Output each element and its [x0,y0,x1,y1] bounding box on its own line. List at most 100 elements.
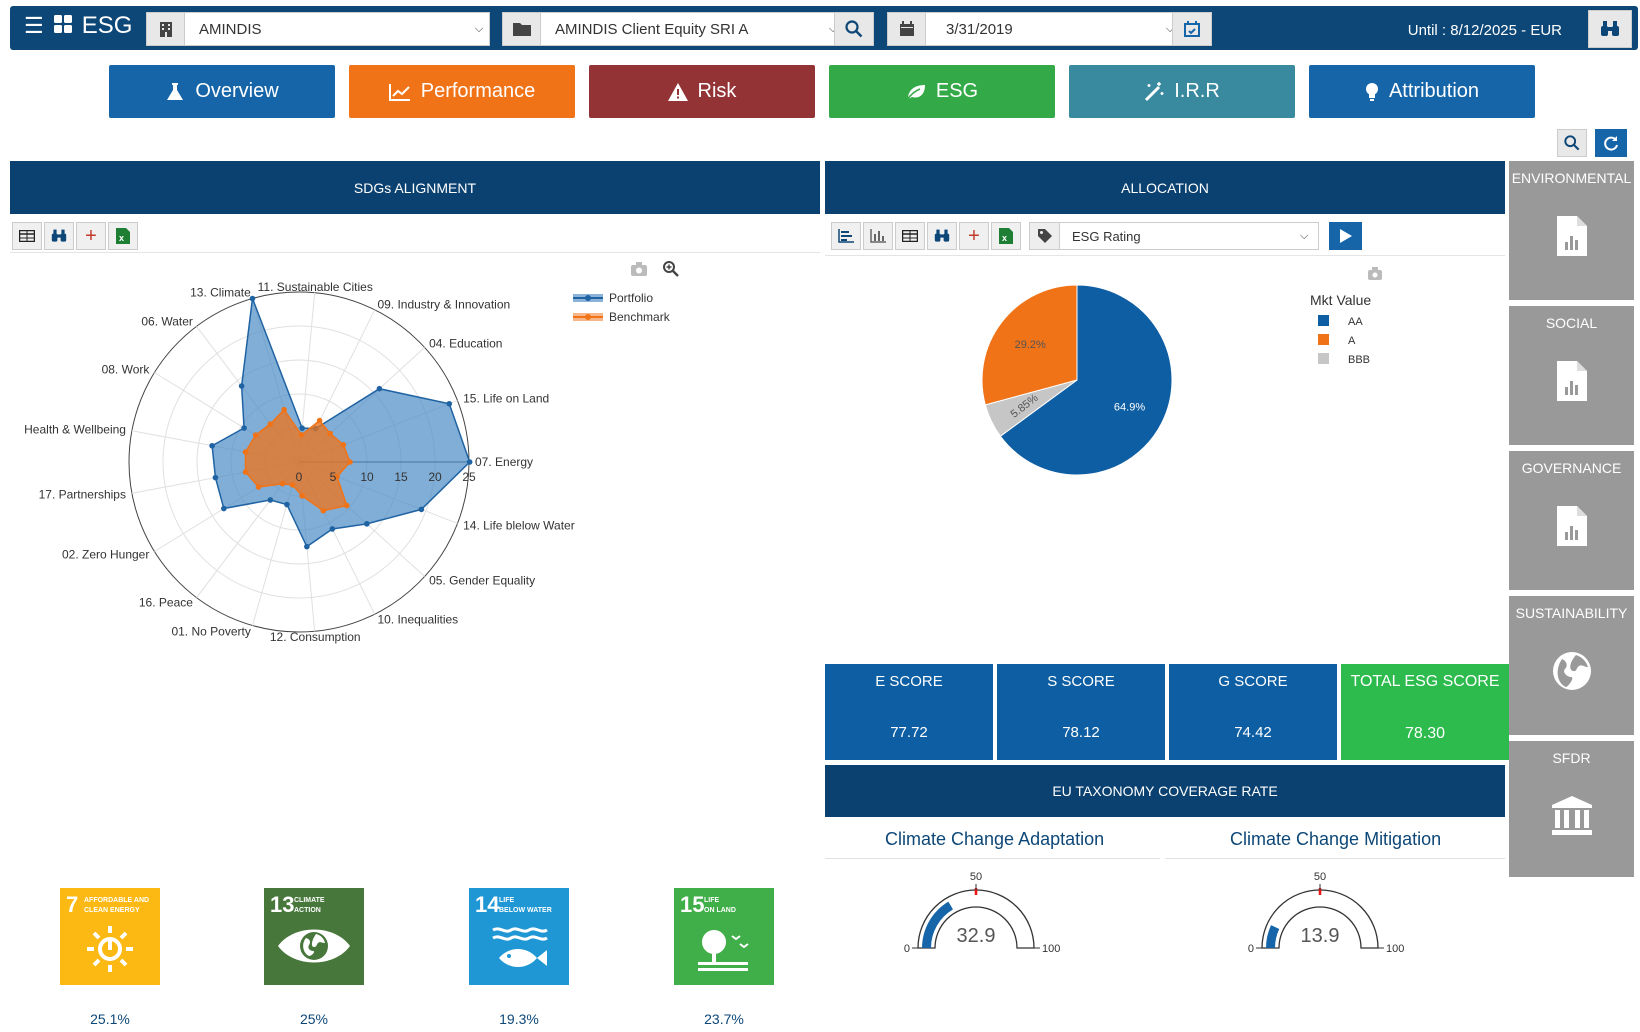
radar-point-benchmark[interactable] [281,406,287,413]
radar-point-portfolio[interactable] [267,497,274,503]
radar-point-portfolio[interactable] [212,474,219,481]
radar-point-benchmark[interactable] [267,421,274,427]
energy-sun-icon [87,926,133,972]
radar-point-benchmark[interactable] [334,473,340,480]
radar-point-portfolio[interactable] [284,501,290,508]
radar-point-portfolio[interactable] [238,383,245,389]
bar-chart-horizontal-icon [838,229,854,243]
radar-point-portfolio[interactable] [221,505,227,512]
allocation-select[interactable]: ESG Rating ⌵ [1029,222,1319,250]
radar-point-portfolio[interactable] [209,442,215,449]
radar-point-portfolio[interactable] [376,385,383,392]
nav-esg-button[interactable]: ESG [829,65,1055,118]
radar-point-portfolio[interactable] [418,506,425,513]
pie-slice-a[interactable] [981,284,1078,406]
radar-point-portfolio[interactable] [364,521,370,527]
side-tile-environmental[interactable]: ENVIRONMENTAL [1509,161,1634,300]
legend-item-portfolio[interactable]: Portfolio [573,291,653,305]
radar-point-benchmark[interactable] [298,432,305,438]
sdg-caption: LIFE BELOW WATER [499,896,552,916]
score-card[interactable]: G SCORE 74.42 [1169,664,1337,760]
radar-point-benchmark[interactable] [327,430,333,437]
radar-point-portfolio[interactable] [241,425,247,431]
apps-grid-icon[interactable] [53,12,72,40]
binoculars-button[interactable] [1588,10,1632,48]
legend-item-benchmark[interactable]: Benchmark [573,310,671,324]
nav-attribution-button[interactable]: Attribution [1309,65,1535,118]
radar-point-benchmark[interactable] [320,507,327,514]
radar-point-benchmark[interactable] [299,493,305,499]
radar-point-benchmark[interactable] [279,480,286,487]
nav-performance-button[interactable]: Performance [349,65,575,118]
radar-point-benchmark[interactable] [255,484,262,490]
sdg-tile-13[interactable]: 13 CLIMATE ACTION [264,888,364,985]
score-label: TOTAL ESG SCORE [1350,673,1500,690]
add-button[interactable]: + [76,222,106,250]
excel-export-button[interactable]: x [108,222,138,250]
date-select[interactable]: 3/31/2019 ⌵ [887,12,1181,46]
portfolio-select[interactable]: AMINDIS Client Equity SRI A ⌵ [502,12,844,46]
radar-point-portfolio[interactable] [304,543,310,550]
chevron-down-icon: ⌵ [828,22,838,35]
radar-point-benchmark[interactable] [242,449,249,455]
radar-point-benchmark[interactable] [343,502,350,509]
calendar-icon [888,13,926,45]
radar-point-benchmark[interactable] [252,432,259,438]
radar-point-portfolio[interactable] [446,400,453,407]
radar-legend: Portfolio Benchmark [573,291,671,324]
pie-legend-item[interactable]: A [1318,334,1356,347]
panel-search-button[interactable] [1557,129,1587,157]
pie-legend-item[interactable]: BBB [1318,353,1370,366]
camera-icon[interactable] [1368,267,1382,280]
binoculars-button[interactable] [44,222,74,250]
table-view-button[interactable] [12,222,42,250]
radar-point-benchmark[interactable] [316,417,323,424]
side-tile-sustainability[interactable]: SUSTAINABILITY [1509,596,1634,735]
radar-point-portfolio[interactable] [249,295,256,302]
pie-legend-item[interactable]: AA [1318,315,1363,328]
hamburger-icon[interactable]: ☰ [24,13,44,38]
pie-slice-aa[interactable] [999,284,1173,476]
side-tile-governance[interactable]: GOVERNANCE [1509,451,1634,590]
bar-vertical-button[interactable] [863,222,893,250]
score-card[interactable]: S SCORE 78.12 [997,664,1165,760]
nav-irr-button[interactable]: I.R.R [1069,65,1295,118]
add-button[interactable]: + [959,222,989,250]
score-card[interactable]: TOTAL ESG SCORE 78.30 [1341,664,1509,760]
sdg-caption: CLIMATE ACTION [294,896,325,916]
radar-point-portfolio[interactable] [329,526,336,532]
pie-slices [981,284,1173,476]
zoom-icon[interactable] [663,261,679,277]
side-tile-social[interactable]: SOCIAL [1509,306,1634,445]
radar-point-benchmark[interactable] [242,469,249,475]
binoculars-button[interactable] [927,222,957,250]
radar-point-benchmark[interactable] [347,459,353,465]
sdg-pictogram [469,924,569,974]
bar-horizontal-button[interactable] [831,222,861,250]
table-view-button[interactable] [895,222,925,250]
sdg-tile-14[interactable]: 14 LIFE BELOW WATER [469,888,569,985]
refresh-button[interactable] [1595,129,1627,157]
nav-risk-button[interactable]: Risk [589,65,815,118]
camera-icon[interactable] [631,262,647,276]
score-card[interactable]: E SCORE 77.72 [825,664,993,760]
sdg-tile-7[interactable]: 7 AFFORDABLE AND CLEAN ENERGY [60,888,160,985]
radar-point-portfolio[interactable] [299,425,305,431]
score-value: 78.12 [1062,724,1100,741]
score-value: 74.42 [1234,724,1272,741]
sdg-pictogram [674,924,774,974]
radar-point-portfolio[interactable] [466,459,473,465]
radar-point-benchmark[interactable] [289,482,296,488]
calendar-pick-button[interactable] [1172,12,1212,46]
company-select[interactable]: AMINDIS ⌵ [146,12,490,46]
pie-legend-title: Mkt Value [1310,292,1371,308]
sdg-tile-15[interactable]: 15 LIFE ON LAND [674,888,774,985]
panel-title: EU TAXONOMY COVERAGE RATE [1052,783,1278,799]
play-button[interactable] [1329,222,1362,250]
chevron-down-icon: ⌵ [474,22,484,35]
nav-overview-button[interactable]: Overview [109,65,335,118]
radar-point-benchmark[interactable] [340,442,347,448]
portfolio-search-button[interactable] [834,12,874,46]
side-tile-sfdr[interactable]: SFDR [1509,741,1634,877]
excel-export-button[interactable]: x [991,222,1021,250]
